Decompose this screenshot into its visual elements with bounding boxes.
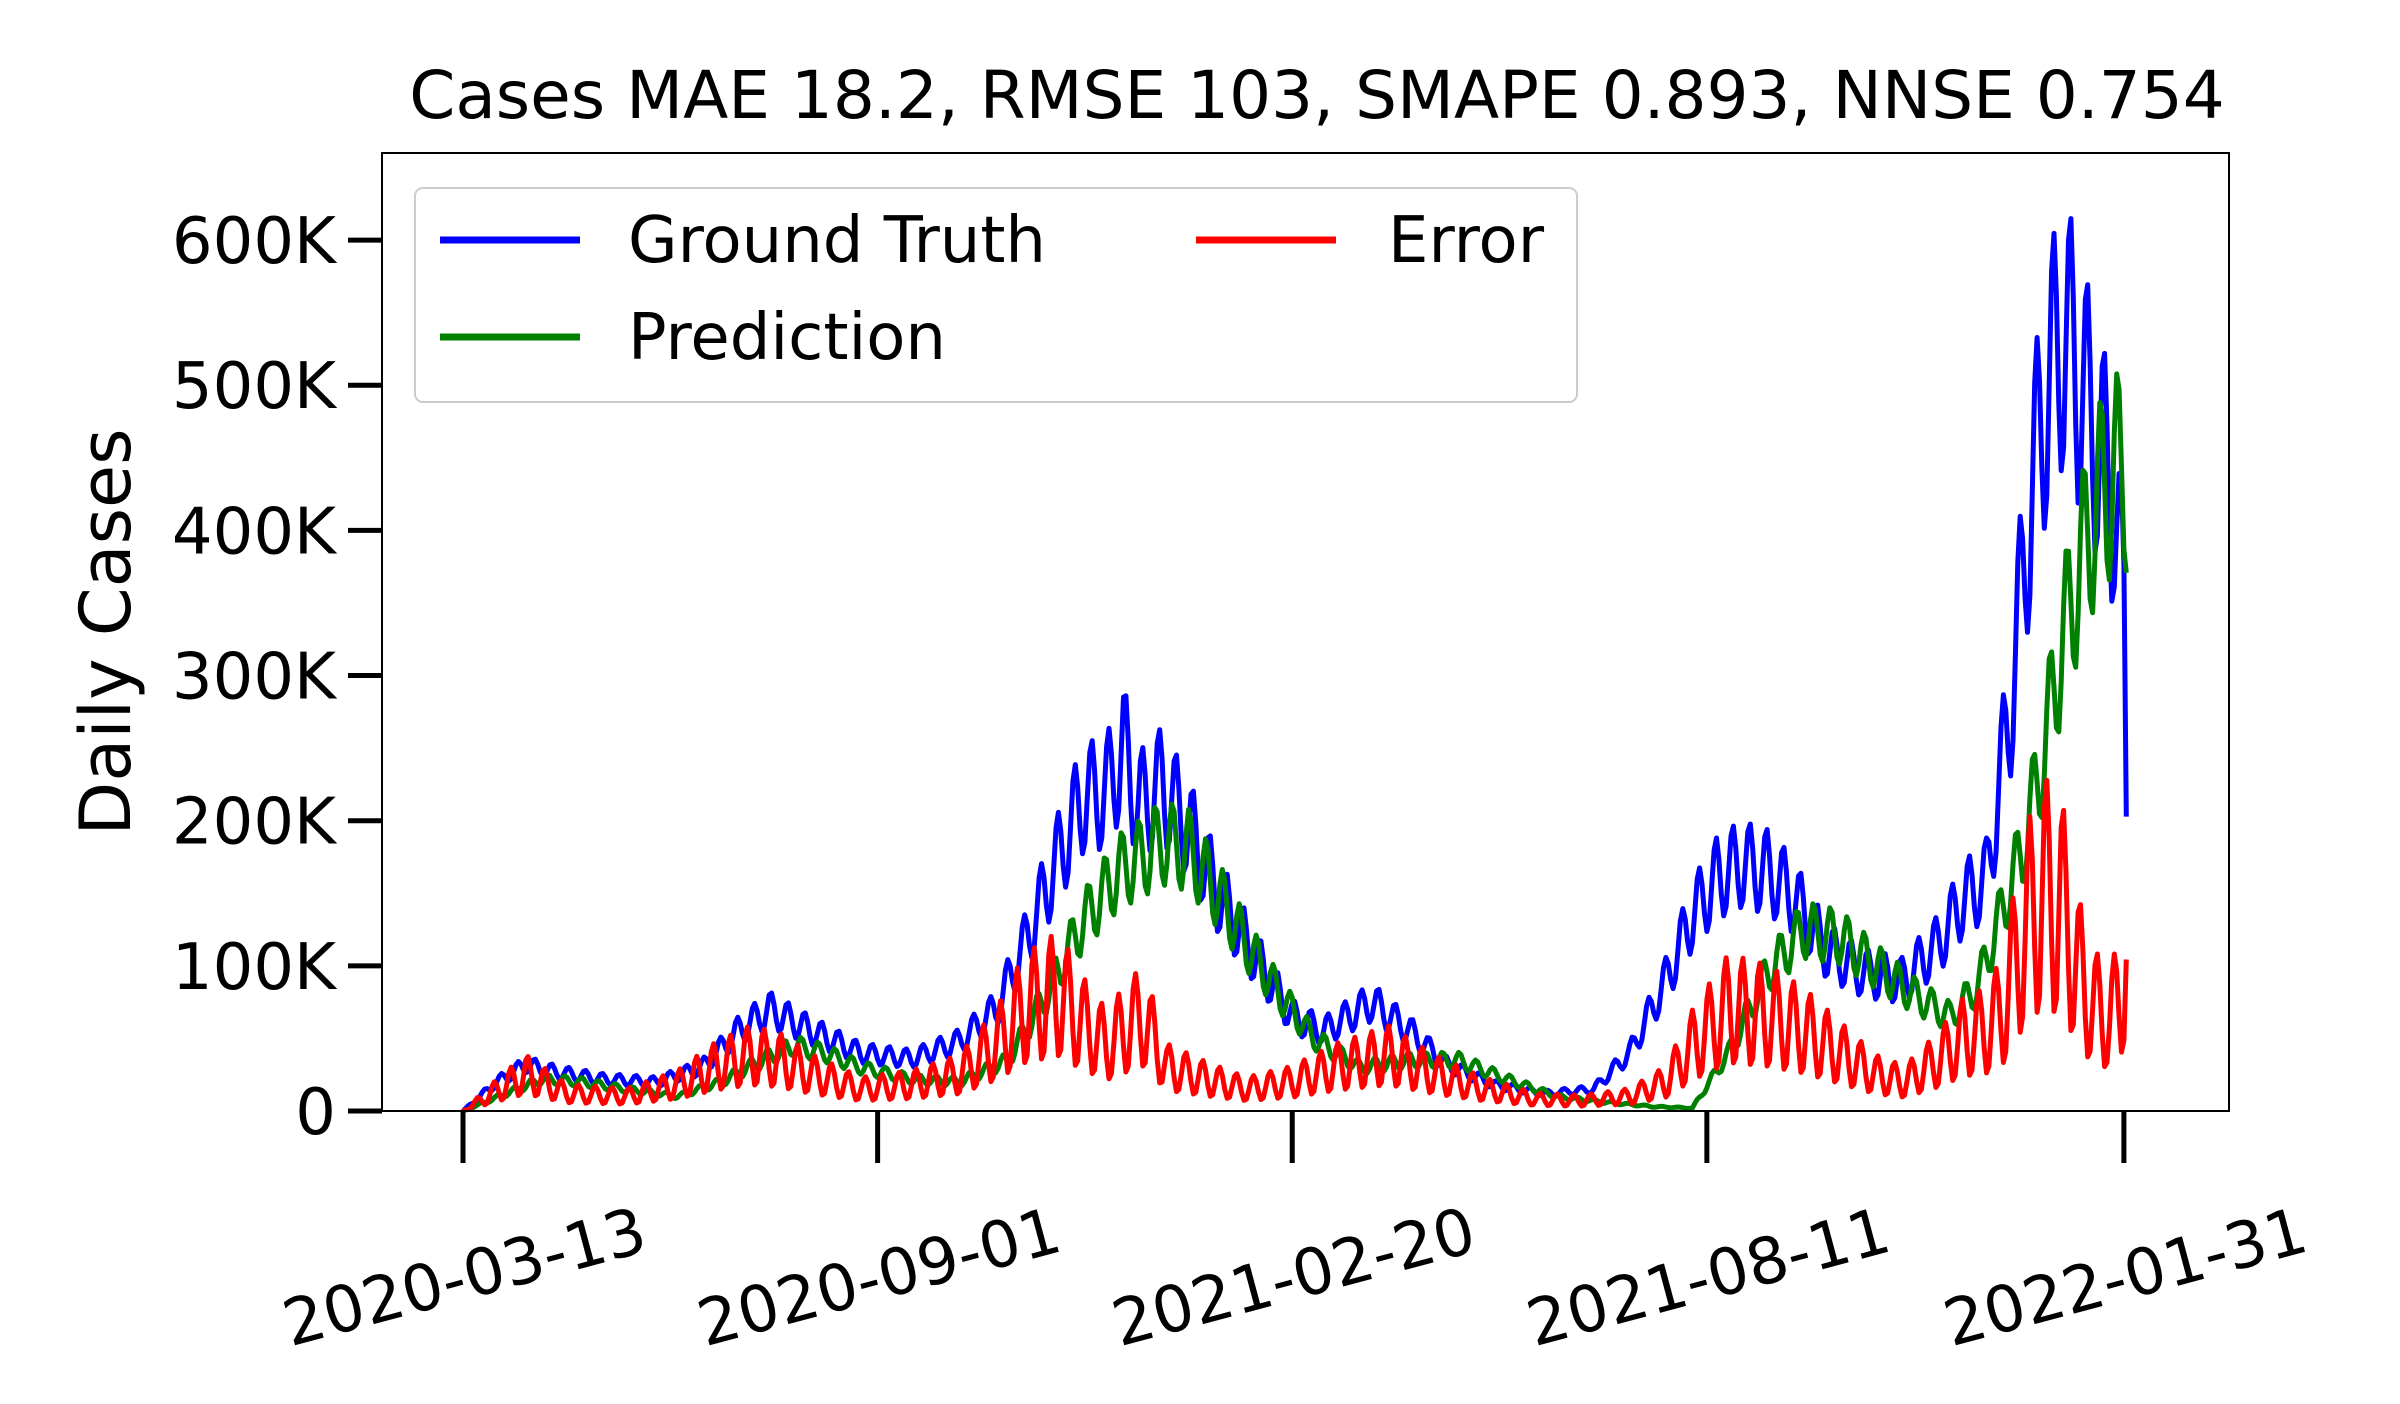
legend-label-prediction: Prediction xyxy=(628,301,946,375)
y-tick-label: 0 xyxy=(295,1076,336,1150)
x-tick-label: 2020-09-01 xyxy=(690,1194,1068,1362)
x-axis: 2020-03-13 2020-09-01 2021-02-20 2021-08-11… xyxy=(276,1111,2315,1362)
x-tick-label: 2021-08-11 xyxy=(1519,1194,1897,1362)
series-line-error xyxy=(461,777,2129,1114)
legend-label-ground-truth: Ground Truth xyxy=(628,204,1046,278)
legend-label-error: Error xyxy=(1388,204,1545,278)
plot-area xyxy=(381,152,2230,1112)
y-tick-label: 600K xyxy=(172,205,338,279)
x-tick-label: 2020-03-13 xyxy=(276,1194,654,1362)
x-tick-label: 2022-01-31 xyxy=(1936,1194,2314,1362)
y-tick-label: 100K xyxy=(172,931,338,1005)
y-tick-label: 300K xyxy=(172,641,338,715)
x-tick-label: 2021-02-20 xyxy=(1105,1194,1483,1362)
series-layer xyxy=(461,216,2129,1114)
y-tick-label: 200K xyxy=(172,786,338,860)
chart-title: Cases MAE 18.2, RMSE 103, SMAPE 0.893, N… xyxy=(409,57,2225,134)
y-tick-label: 500K xyxy=(172,350,338,424)
legend: Ground Truth Prediction Error xyxy=(414,187,1578,403)
y-axis: 0 100K 200K 300K 400K 500K 600K xyxy=(172,205,382,1150)
y-axis-label: Daily Cases xyxy=(65,428,147,835)
y-tick-label: 400K xyxy=(172,495,338,569)
